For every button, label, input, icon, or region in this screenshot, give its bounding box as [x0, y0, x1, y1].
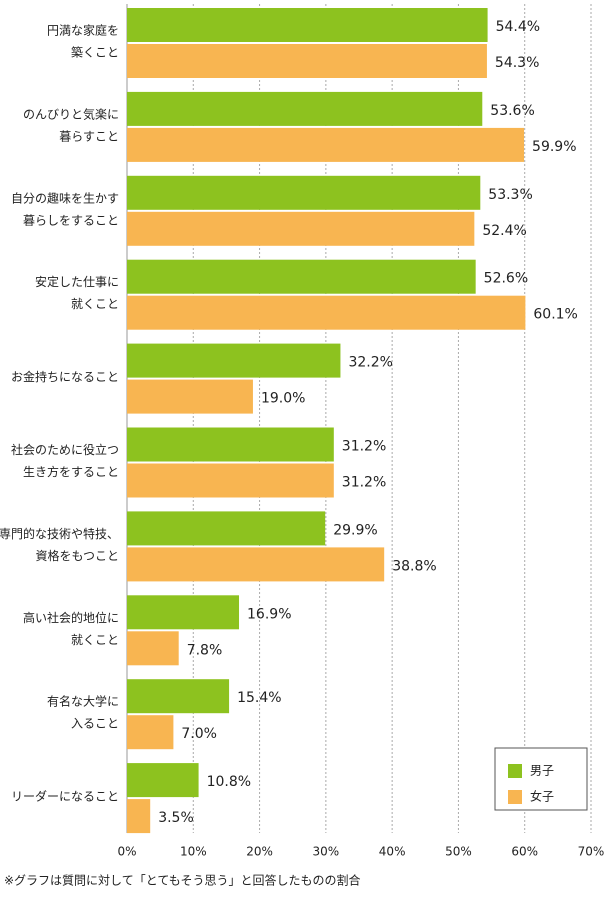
- value-label: 60.1%: [533, 307, 577, 323]
- value-label: 29.9%: [333, 522, 377, 538]
- bar: [127, 211, 475, 246]
- x-tick-label: 60%: [511, 845, 538, 859]
- y-tick-label: お金持ちになること: [11, 369, 119, 384]
- y-tick-label: 暮らすこと: [59, 129, 119, 143]
- bar: [127, 379, 253, 414]
- legend-swatch: [508, 764, 522, 778]
- legend-label: 男子: [530, 764, 554, 778]
- value-label: 54.3%: [495, 55, 539, 71]
- value-label: 16.9%: [247, 606, 291, 622]
- x-tick-label: 10%: [180, 845, 207, 859]
- bar: [127, 8, 488, 42]
- footnote: ※グラフは質問に対して「とてもそう思う」と回答したものの割合: [4, 873, 361, 888]
- x-tick-label: 50%: [445, 845, 472, 859]
- legend-label: 女子: [530, 789, 554, 804]
- value-label: 32.2%: [348, 355, 392, 371]
- bar: [127, 175, 481, 210]
- value-label: 53.6%: [490, 103, 534, 119]
- y-tick-label: 社会のために役立つ: [11, 442, 119, 457]
- x-tick-label: 20%: [246, 845, 273, 859]
- value-label: 52.6%: [484, 271, 528, 287]
- value-label: 38.8%: [392, 558, 436, 574]
- bar: [127, 463, 334, 498]
- y-tick-label: 資格をもつこと: [35, 548, 119, 563]
- y-tick-label: のんびりと気楽に: [23, 106, 119, 121]
- y-tick-label: 入ること: [71, 717, 119, 731]
- y-tick-label: 安定した仕事に: [35, 274, 119, 289]
- value-label: 10.8%: [207, 774, 251, 790]
- bar: [127, 511, 326, 546]
- bar: [127, 91, 483, 126]
- y-tick-label: 円満な家庭を: [47, 23, 119, 38]
- value-label: 53.3%: [488, 187, 532, 203]
- value-label: 15.4%: [237, 690, 281, 706]
- y-tick-label: リーダーになること: [11, 789, 119, 804]
- bar: [127, 631, 179, 666]
- value-label: 54.4%: [496, 19, 540, 35]
- y-tick-label: 専門的な技術や特技、: [0, 526, 119, 541]
- y-tick-label: 有名な大学に: [47, 694, 119, 709]
- value-label: 31.2%: [342, 439, 386, 455]
- value-label: 31.2%: [342, 475, 386, 491]
- bar: [127, 44, 487, 78]
- bar: [127, 295, 526, 330]
- legend-swatch: [508, 790, 522, 804]
- bar: [127, 715, 174, 750]
- y-tick-label: 自分の趣味を生かす: [11, 190, 119, 205]
- bar: [127, 259, 476, 294]
- bar: [127, 343, 341, 378]
- bar: [127, 799, 151, 834]
- y-tick-label: 就くこと: [71, 633, 119, 647]
- bar: [127, 127, 525, 162]
- x-tick-label: 40%: [379, 845, 406, 859]
- value-label: 19.0%: [261, 391, 305, 407]
- x-tick-label: 0%: [117, 845, 136, 859]
- y-tick-label: 築くこと: [71, 45, 119, 60]
- value-label: 7.8%: [187, 642, 223, 658]
- x-tick-label: 30%: [313, 845, 340, 859]
- value-label: 7.0%: [181, 726, 217, 742]
- x-tick-label: 70%: [578, 845, 605, 859]
- bar: [127, 427, 334, 462]
- y-tick-label: 生き方をすること: [23, 464, 119, 479]
- value-label: 59.9%: [532, 139, 576, 155]
- value-label: 52.4%: [482, 223, 526, 239]
- y-tick-label: 高い社会的地位に: [23, 610, 119, 625]
- y-tick-label: 就くこと: [71, 297, 119, 311]
- bar: [127, 763, 199, 798]
- y-tick-label: 暮らしをすること: [23, 213, 119, 227]
- bar: [127, 679, 230, 714]
- bar: [127, 595, 240, 630]
- value-label: 3.5%: [158, 810, 194, 826]
- bar: [127, 547, 385, 582]
